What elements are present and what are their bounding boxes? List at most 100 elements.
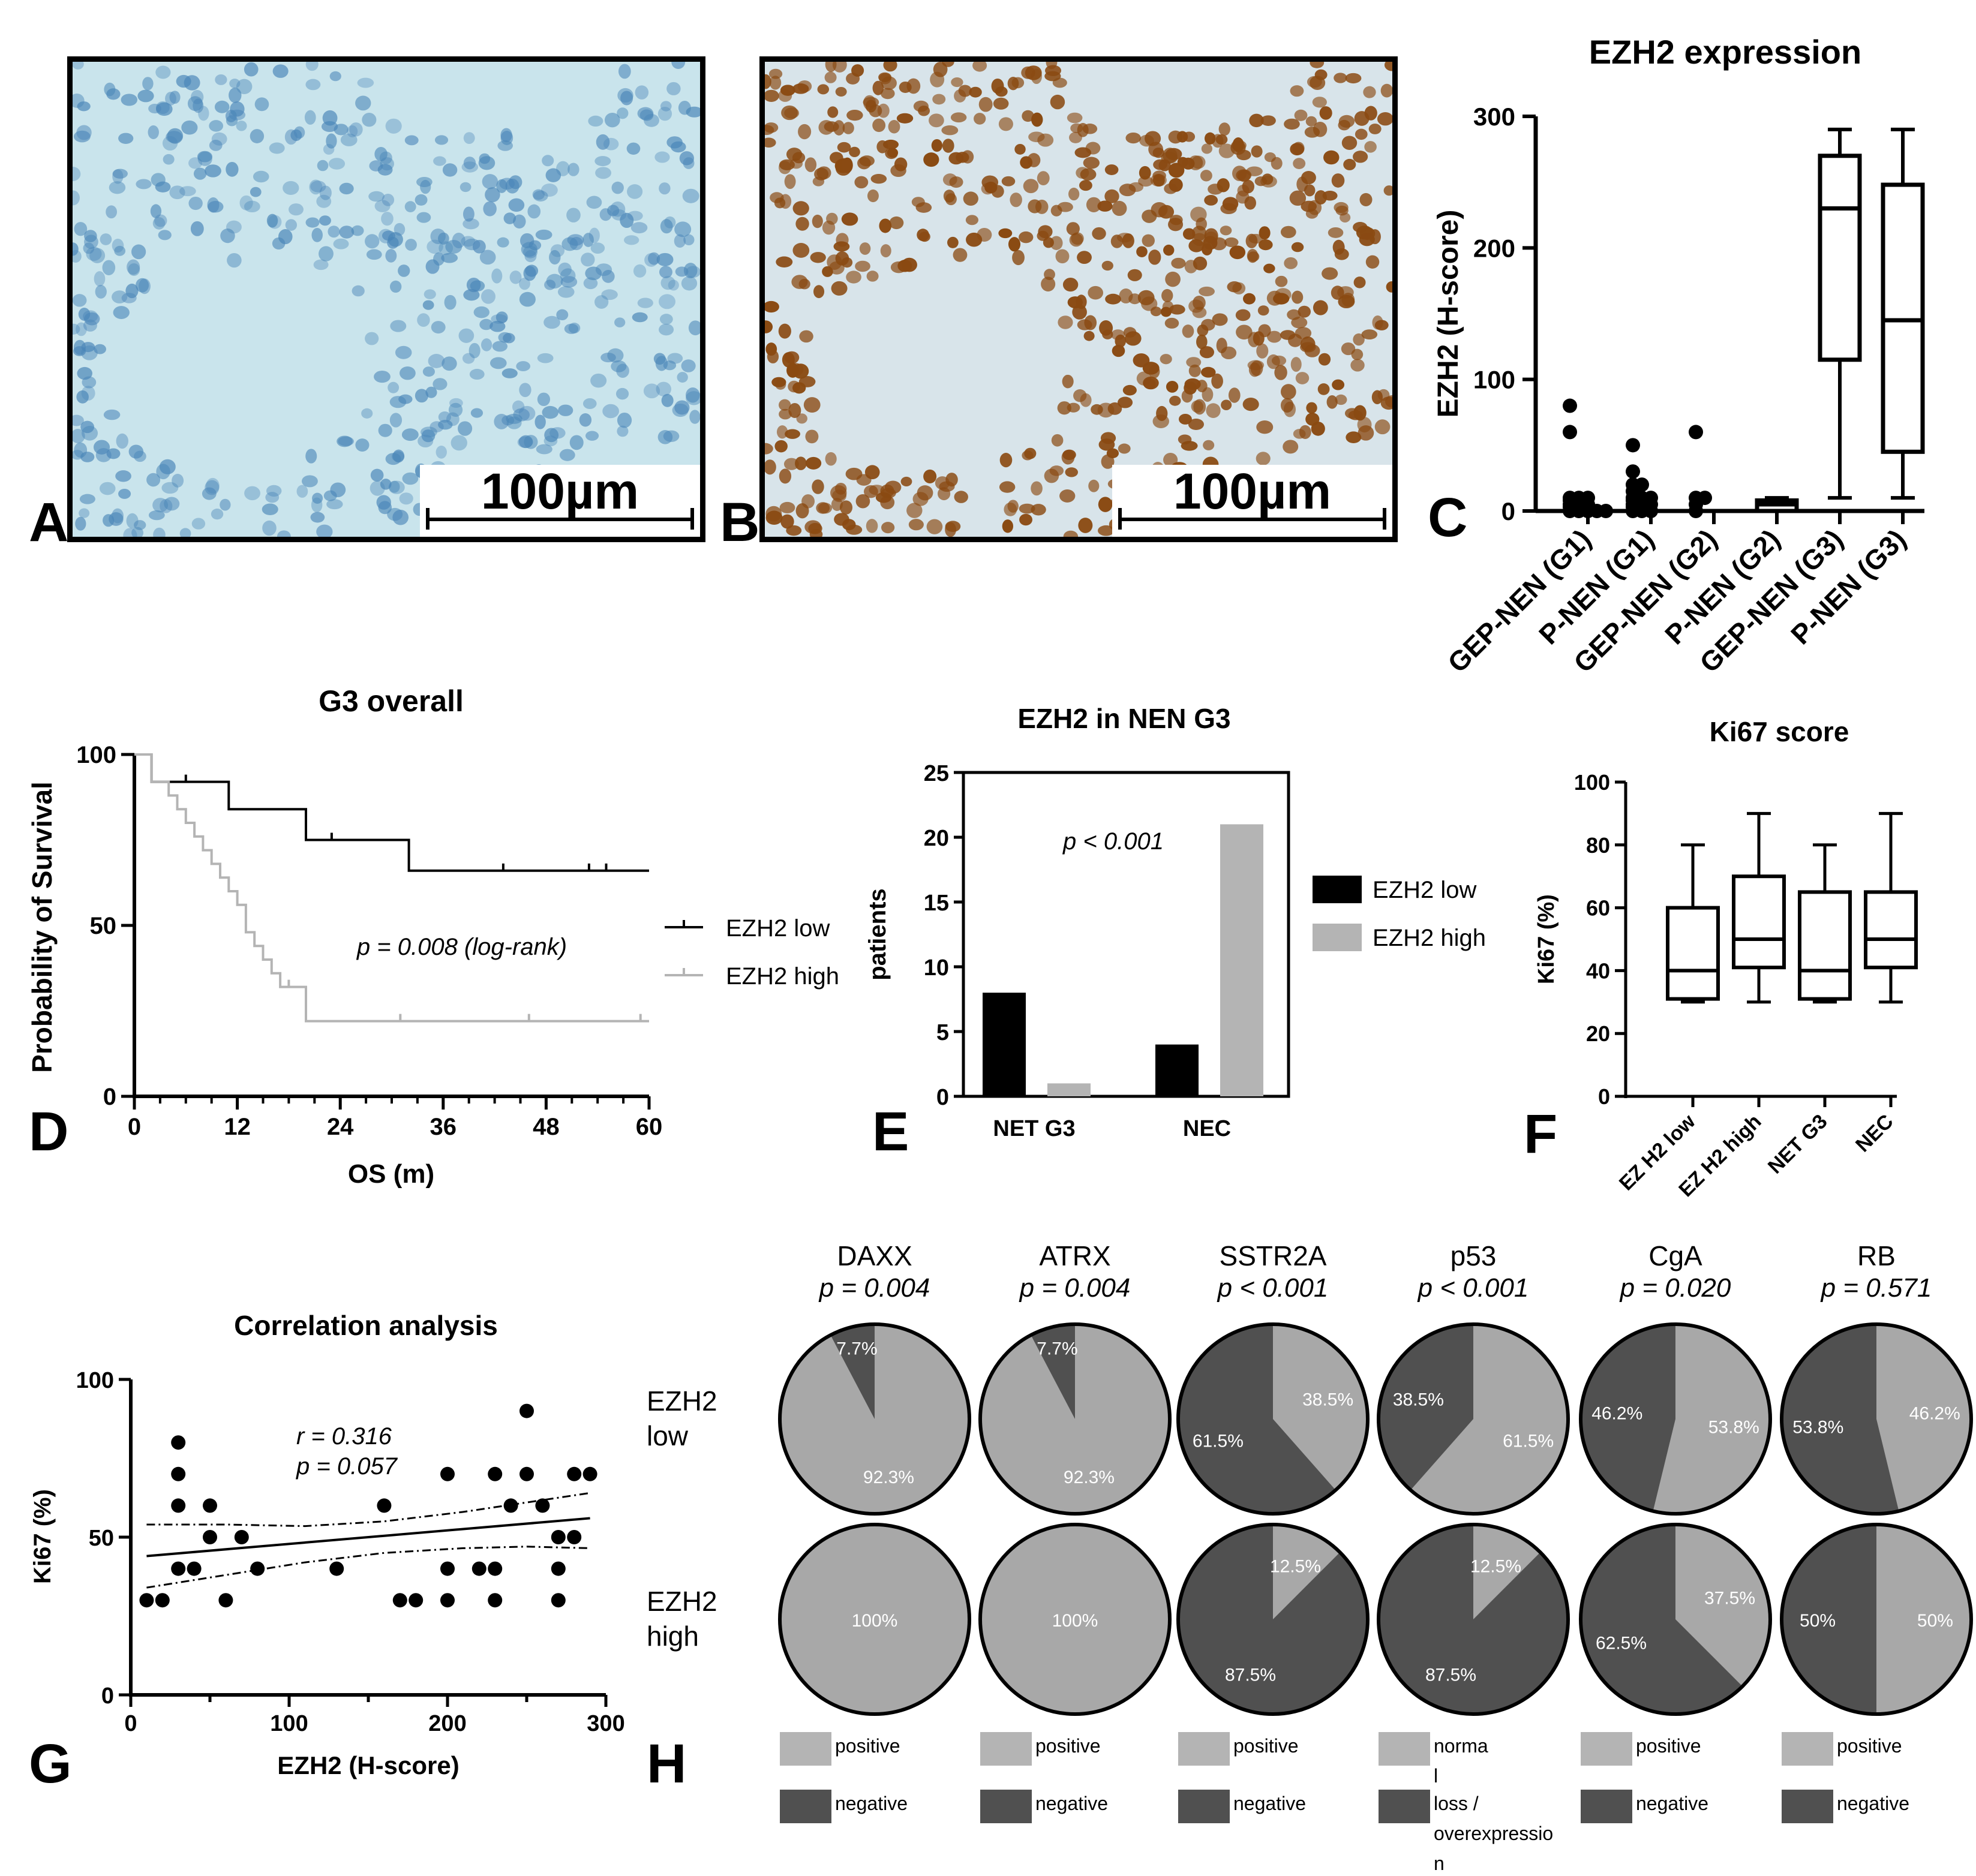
cell-nucleus [1383, 185, 1392, 196]
data-point [392, 1593, 407, 1608]
cell-nucleus [1361, 329, 1378, 340]
cell-nucleus [882, 139, 899, 149]
cell-nucleus [131, 244, 146, 260]
cell-nucleus [601, 289, 618, 300]
cell-nucleus [1236, 149, 1251, 161]
cell-nucleus [1019, 503, 1035, 514]
cell-nucleus [1098, 438, 1115, 451]
cell-nucleus [266, 214, 278, 228]
data-point [1626, 464, 1640, 479]
cell-nucleus [381, 212, 394, 226]
cell-nucleus [1097, 402, 1115, 418]
cell-nucleus [329, 71, 341, 82]
cell-nucleus [879, 218, 892, 233]
cell-nucleus [503, 212, 516, 224]
legend-label: positive [1233, 1735, 1299, 1757]
cell-nucleus [1122, 384, 1137, 396]
cell-nucleus [1260, 115, 1276, 126]
cell-nucleus [388, 232, 403, 247]
cell-nucleus [620, 212, 634, 229]
cell-nucleus [1023, 179, 1039, 194]
cell-nucleus [1138, 176, 1154, 187]
cell-nucleus [389, 480, 400, 493]
data-point [250, 1561, 265, 1576]
cell-nucleus [1169, 395, 1181, 406]
cell-nucleus [616, 363, 629, 378]
cell-nucleus [1031, 481, 1043, 496]
cell-nucleus [503, 333, 515, 344]
legend-label: negative [1837, 1793, 1909, 1814]
box [1798, 890, 1852, 1001]
cell-nucleus [1343, 158, 1356, 170]
cell-nucleus [796, 413, 807, 424]
cell-nucleus [537, 353, 554, 363]
cell-nucleus [1203, 440, 1215, 450]
cell-nucleus [1243, 293, 1256, 305]
cell-nucleus [166, 131, 183, 143]
data-point [1689, 425, 1703, 440]
y-tick-label: 20 [1586, 1021, 1610, 1046]
cell-nucleus [769, 76, 782, 90]
y-tick-label: 0 [103, 1084, 116, 1110]
scale-bar-b-line [1119, 518, 1385, 521]
cell-nucleus [519, 291, 536, 307]
cell-nucleus [677, 372, 688, 383]
cell-nucleus [1217, 178, 1230, 193]
cell-nucleus [1055, 249, 1070, 264]
cell-nucleus [1304, 344, 1320, 357]
cell-nucleus [155, 181, 171, 193]
cell-nucleus [788, 380, 801, 393]
cell-nucleus [390, 320, 407, 332]
cell-nucleus [1326, 395, 1338, 409]
cell-nucleus [115, 470, 131, 482]
cell-nucleus [310, 512, 325, 523]
cell-nucleus [812, 214, 823, 229]
cell-nucleus [1125, 132, 1141, 144]
legend-label: negative [1233, 1793, 1306, 1814]
cell-nucleus [1188, 419, 1205, 430]
pie-slice-dark [1379, 1324, 1473, 1490]
cell-nucleus [672, 403, 689, 417]
cell-nucleus [230, 101, 245, 117]
cell-nucleus [942, 173, 957, 186]
y-tick-label: 15 [924, 891, 949, 916]
pie-label: 61.5% [1503, 1432, 1554, 1451]
cell-nucleus [540, 184, 558, 197]
cell-nucleus [842, 157, 853, 173]
cell-nucleus [164, 497, 180, 511]
cell-nucleus [1008, 237, 1021, 252]
cell-nucleus [125, 283, 139, 299]
cell-nucleus [442, 356, 457, 371]
cell-nucleus [134, 520, 146, 530]
cell-nucleus [388, 381, 400, 393]
cell-nucleus [75, 516, 86, 531]
cell-nucleus [779, 159, 795, 170]
cell-nucleus [558, 262, 572, 277]
cell-nucleus [83, 310, 98, 323]
pie-slice-dark [1581, 1525, 1743, 1714]
cell-nucleus [445, 240, 463, 254]
cell-nucleus [1058, 315, 1073, 329]
cell-nucleus [126, 513, 139, 529]
cell-nucleus [244, 200, 260, 213]
cell-nucleus [103, 409, 121, 420]
cell-nucleus [557, 285, 575, 298]
cell-nucleus [389, 280, 402, 293]
cell-nucleus [250, 187, 262, 197]
cell-nucleus [1298, 305, 1311, 318]
cell-nucleus [1358, 425, 1374, 441]
cell-nucleus [1287, 309, 1301, 320]
cell-nucleus [544, 428, 559, 443]
cell-nucleus [633, 264, 647, 278]
cell-nucleus [1031, 112, 1043, 127]
cell-nucleus [671, 141, 686, 153]
cell-nucleus [169, 91, 181, 104]
cell-nucleus [681, 359, 696, 372]
cell-nucleus [1106, 448, 1119, 459]
cell-nucleus [1142, 234, 1155, 247]
y-axis-label: Ki67 (%) [1534, 894, 1559, 984]
cell-nucleus [470, 408, 484, 418]
cell-nucleus [250, 129, 265, 143]
cell-nucleus [917, 485, 933, 501]
x-tick-label: NEC [1851, 1110, 1898, 1157]
